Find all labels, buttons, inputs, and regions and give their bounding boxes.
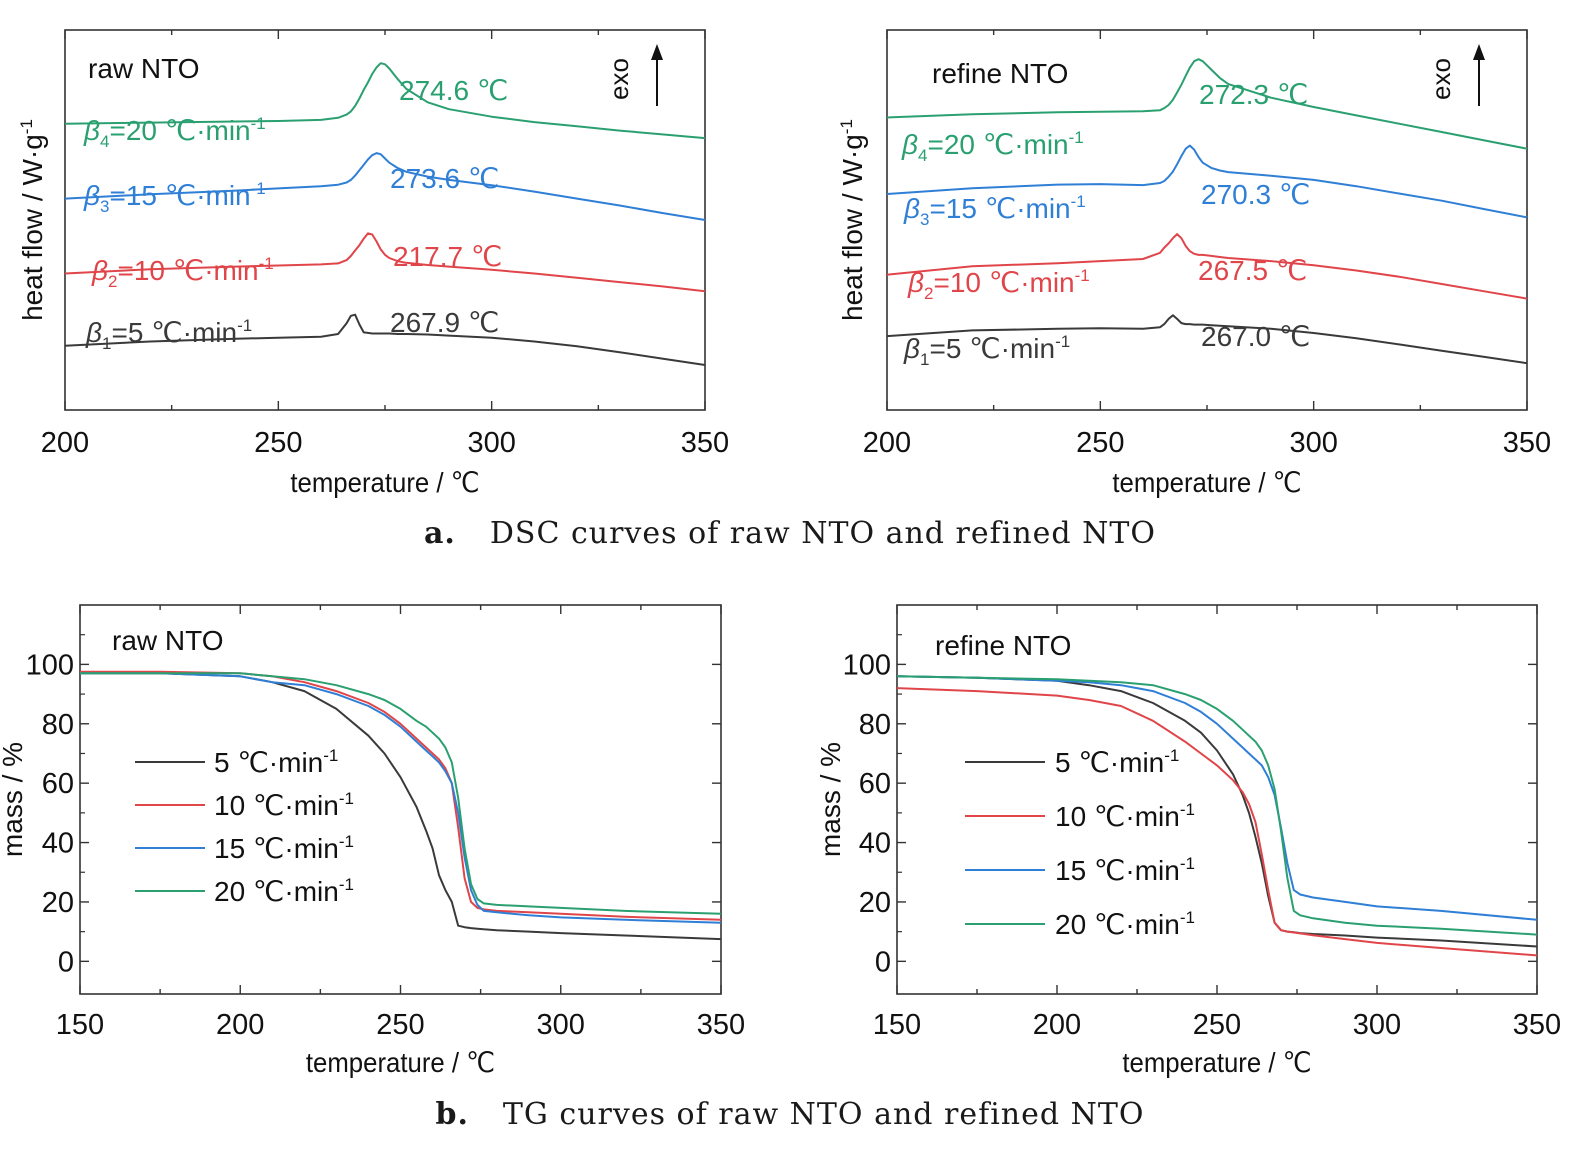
y-tick-label: 100	[26, 649, 74, 681]
series-line-1	[886, 314, 1528, 365]
x-tick-label: 150	[56, 1009, 104, 1041]
series-line-1	[64, 313, 706, 366]
series-line-1	[896, 675, 1538, 948]
y-tick-label: 80	[859, 709, 891, 741]
x-tick-label: 300	[467, 427, 515, 459]
series-label-2: β2=10 ℃·min-1	[91, 254, 274, 291]
y-tick-label: 0	[58, 946, 74, 978]
caption-a-text: DSC curves of raw NTO and refined NTO	[489, 516, 1157, 551]
peak-label-1: 267.0 ℃	[1201, 321, 1310, 352]
panel-label: refine NTO	[932, 58, 1068, 89]
x-tick-label: 250	[1193, 1009, 1241, 1041]
x-tick-label: 350	[697, 1009, 745, 1041]
x-tick-label: 300	[1353, 1009, 1401, 1041]
x-tick-label: 200	[1033, 1009, 1081, 1041]
x-axis-label: temperature / ℃	[306, 1047, 495, 1078]
x-tick-label: 350	[1513, 1009, 1561, 1041]
y-axis-label: mass / %	[815, 742, 846, 857]
panel-label: raw NTO	[88, 53, 200, 84]
y-tick-label: 40	[42, 828, 74, 860]
series-line-4	[64, 62, 706, 140]
peak-label-1: 267.9 ℃	[390, 307, 499, 338]
x-tick-label: 200	[41, 427, 89, 459]
y-tick-label: 80	[42, 709, 74, 741]
panel-label: refine NTO	[935, 630, 1071, 661]
y-tick-label: 0	[875, 946, 891, 978]
y-axis-label: heat flow / W·g-1	[17, 119, 48, 321]
exo-label: exo	[604, 58, 634, 100]
series-line-3	[886, 144, 1528, 219]
exo-arrow-head	[651, 44, 663, 60]
x-tick-label: 300	[1289, 427, 1337, 459]
y-tick-label: 20	[859, 887, 891, 919]
tg-refine-chart: 150 200 250 300 350 0 20 40 60 80 100 temperature /…	[815, 604, 1561, 1078]
peak-label-2: 217.7 ℃	[393, 241, 502, 272]
series-line-4	[896, 675, 1538, 936]
x-axis-label: temperature / ℃	[1122, 1047, 1311, 1078]
legend-entry-1: 5 ℃·min-1	[1055, 746, 1179, 778]
x-tick-label: 150	[873, 1009, 921, 1041]
caption-a: a. DSC curves of raw NTO and refined NTO	[0, 516, 1580, 551]
series-line-2	[64, 232, 706, 293]
dsc-raw-chart: 200 250 300 350 temperature / ℃ heat flow / W…	[17, 29, 729, 498]
x-tick-label: 250	[1076, 427, 1124, 459]
exo-label: exo	[1426, 58, 1456, 100]
legend-entry-3: 15 ℃·min-1	[214, 832, 354, 864]
series-line-3	[64, 152, 706, 221]
series-line-4	[80, 672, 722, 915]
caption-b-text: TG curves of raw NTO and refined NTO	[502, 1097, 1145, 1132]
series-line-1	[80, 672, 722, 941]
x-tick-label: 250	[376, 1009, 424, 1041]
y-tick-label: 100	[843, 649, 891, 681]
tg-raw-chart: 150 200 250 300 350 0 20 40 60 80 100 temperature /…	[0, 604, 745, 1078]
y-axis-label: heat flow / W·g-1	[837, 119, 868, 321]
legend-entry-2: 10 ℃·min-1	[214, 789, 354, 821]
x-axis-label: temperature / ℃	[1112, 467, 1301, 498]
series-line-2	[896, 687, 1538, 957]
peak-label-4: 274.6 ℃	[399, 75, 508, 106]
panel-label: raw NTO	[112, 625, 224, 656]
x-axis-label: temperature / ℃	[290, 467, 479, 498]
peak-label-2: 267.5 ℃	[1198, 255, 1307, 286]
caption-b: b. TG curves of raw NTO and refined NTO	[0, 1097, 1580, 1132]
x-tick-label: 300	[537, 1009, 585, 1041]
series-label-3: β3=15 ℃·min-1	[83, 179, 266, 216]
y-tick-label: 40	[859, 828, 891, 860]
series-label-1: β1=5 ℃·min-1	[903, 332, 1070, 369]
series-line-2	[886, 233, 1528, 300]
legend-entry-1: 5 ℃·min-1	[214, 746, 338, 778]
x-tick-label: 350	[681, 427, 729, 459]
exo-arrow-head	[1473, 44, 1485, 60]
caption-a-letter: a.	[423, 516, 456, 551]
x-tick-label: 250	[254, 427, 302, 459]
peak-label-4: 272.3 ℃	[1199, 79, 1308, 110]
y-axis-label: mass / %	[0, 742, 28, 857]
series-label-2: β2=10 ℃·min-1	[907, 266, 1090, 303]
peak-label-3: 273.6 ℃	[390, 163, 499, 194]
x-tick-label: 200	[216, 1009, 264, 1041]
legend-entry-3: 15 ℃·min-1	[1055, 854, 1195, 886]
series-line-2	[80, 670, 722, 921]
series-label-3: β3=15 ℃·min-1	[903, 192, 1086, 229]
x-tick-label: 200	[863, 427, 911, 459]
y-tick-label: 60	[859, 768, 891, 800]
series-label-4: β4=20 ℃·min-1	[901, 128, 1084, 165]
series-label-1: β1=5 ℃·min-1	[85, 316, 252, 353]
series-line-3	[80, 672, 722, 924]
series-line-4	[886, 58, 1528, 150]
dsc-refine-chart: 200 250 300 350 temperature / ℃ heat flow / W…	[837, 29, 1551, 498]
legend-entry-4: 20 ℃·min-1	[1055, 908, 1195, 940]
legend-entry-2: 10 ℃·min-1	[1055, 800, 1195, 832]
peak-label-3: 270.3 ℃	[1201, 179, 1310, 210]
y-tick-label: 60	[42, 768, 74, 800]
series-line-3	[896, 675, 1538, 921]
x-tick-label: 350	[1503, 427, 1551, 459]
series-label-4: β4=20 ℃·min-1	[83, 114, 266, 151]
caption-b-letter: b.	[435, 1097, 469, 1132]
y-tick-label: 20	[42, 887, 74, 919]
plot-frame	[896, 604, 1538, 995]
legend-entry-4: 20 ℃·min-1	[214, 875, 354, 907]
